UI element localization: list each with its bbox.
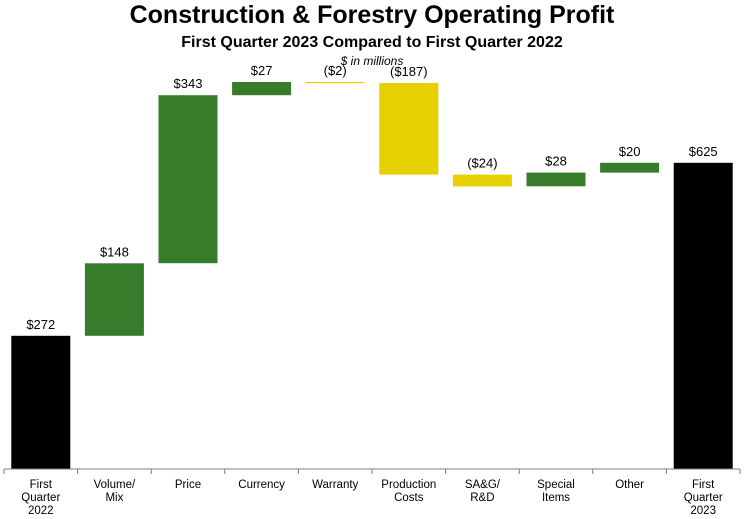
tick-label-8: Other bbox=[615, 479, 644, 491]
tick-label-9: First Quarter 2023 bbox=[684, 479, 723, 517]
tick-label-4: Warranty bbox=[312, 479, 358, 491]
data-label-8: $20 bbox=[619, 144, 641, 159]
bar-7 bbox=[526, 172, 586, 187]
data-label-6: ($24) bbox=[467, 156, 497, 171]
bar-9 bbox=[673, 162, 733, 470]
data-label-3: $27 bbox=[251, 63, 273, 78]
tick-label-1: Volume/Mix bbox=[94, 479, 136, 504]
bar-8 bbox=[600, 162, 660, 173]
tick-label-0: First Quarter 2022 bbox=[21, 479, 60, 517]
data-label-9: $625 bbox=[689, 144, 718, 159]
chart-title: Construction & Forestry Operating Profit bbox=[129, 1, 615, 29]
chart-subtitle: First Quarter 2023 Compared to First Qua… bbox=[181, 34, 563, 51]
data-label-0: $272 bbox=[26, 317, 55, 332]
tick-label-6: SA&G/R&D bbox=[465, 479, 501, 504]
bar-3 bbox=[232, 82, 292, 96]
bar-2 bbox=[158, 95, 218, 264]
bar-4 bbox=[305, 82, 365, 84]
tick-label-3: Currency bbox=[238, 479, 285, 491]
data-label-5: ($187) bbox=[390, 64, 428, 79]
tick-label-2: Price bbox=[175, 479, 201, 491]
tick-label-5: Production Costs bbox=[381, 479, 436, 504]
bar-6 bbox=[452, 174, 512, 187]
data-label-1: $148 bbox=[100, 244, 129, 259]
bar-1 bbox=[84, 263, 144, 336]
data-label-2: $343 bbox=[174, 76, 203, 91]
data-label-4: ($2) bbox=[324, 63, 347, 78]
tick-label-7: Special Items bbox=[537, 479, 575, 504]
bar-5 bbox=[379, 83, 439, 175]
data-label-7: $28 bbox=[545, 154, 567, 169]
bar-0 bbox=[11, 335, 71, 469]
units-note: $ in millions bbox=[340, 54, 404, 68]
